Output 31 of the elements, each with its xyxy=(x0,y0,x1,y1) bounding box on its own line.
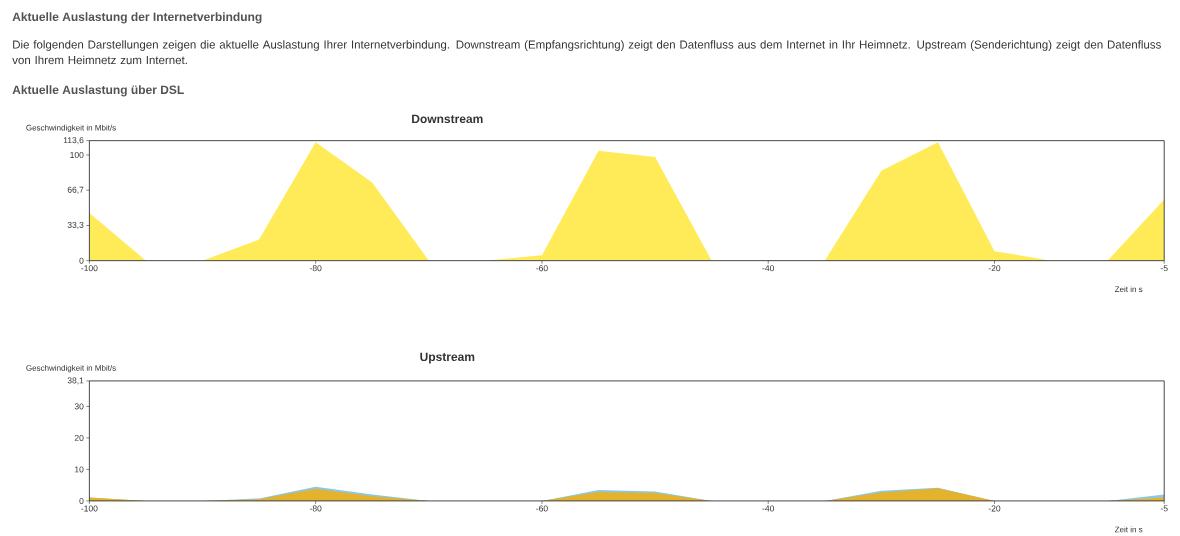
chart-title: Upstream xyxy=(420,352,475,364)
x-tick-label: -60 xyxy=(536,265,548,272)
x-tick-label: -20 xyxy=(988,265,1001,272)
y-tick-label: 100 xyxy=(70,152,84,159)
x-tick-label: -40 xyxy=(762,265,775,272)
chart-title: Downstream xyxy=(412,114,483,124)
y-tick-label: 33,3 xyxy=(67,222,84,230)
x-tick-label: -100 xyxy=(81,265,98,272)
y-tick-label: 30 xyxy=(74,403,84,410)
x-axis-title: Zeit in s xyxy=(1114,526,1143,533)
text: Aktuelle Auslastung der Internetverbindung xyxy=(12,12,262,24)
x-tick-label: -100 xyxy=(81,505,98,512)
x-tick-label: -40 xyxy=(762,505,775,512)
y-tick-label: 113,6 xyxy=(63,137,84,145)
x-tick-label: -5 xyxy=(1160,265,1168,272)
y-tick-label: 66,7 xyxy=(67,186,84,194)
text: Die folgenden Darstellungen zeigen die aktuelle Auslastung Ihrer Internetverbindung. Downstream (Empfangsrichtung) zeigt den Datenfluss aus dem Internet in Ihr Heimnetz. Upstream (Senderichtung) zeigt den Datenfluss von Ihrem Heimnetz zum Internet. xyxy=(12,40,1161,65)
y-axis-title: Geschwindigkeit in Mbit/s xyxy=(26,124,116,133)
x-axis-title: Zeit in s xyxy=(1114,286,1143,293)
y-tick-label: 38,1 xyxy=(67,377,84,385)
y-tick-label: 10 xyxy=(75,466,84,473)
y-tick-label: 20 xyxy=(74,435,84,442)
y-axis-title: Geschwindigkeit in Mbit/s xyxy=(26,365,116,373)
x-tick-label: -5 xyxy=(1160,505,1168,512)
x-tick-label: -80 xyxy=(309,505,322,512)
text: Aktuelle Auslastung über DSL xyxy=(12,85,184,97)
y-tick-label: 0 xyxy=(79,257,84,264)
x-tick-label: -60 xyxy=(536,505,548,512)
x-tick-label: -80 xyxy=(309,265,322,272)
y-tick-label: 0 xyxy=(79,498,84,505)
x-tick-label: -20 xyxy=(988,505,1001,512)
